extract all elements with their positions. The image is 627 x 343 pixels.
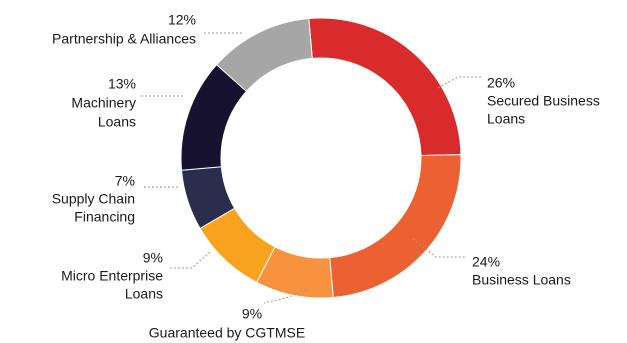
slice-category-label: Loans (487, 110, 525, 126)
slice-category-label: Loans (125, 285, 163, 301)
slice-value-label: 12% (168, 11, 196, 27)
slice-value-label: 9% (143, 249, 163, 265)
slice-category-label: Financing (74, 208, 135, 224)
slice-value-label: 9% (242, 305, 262, 321)
leader-line (412, 238, 466, 258)
slice-category-label: Partnership & Alliances (52, 30, 196, 46)
leader-line (263, 289, 308, 304)
slice-category-label: Business Loans (472, 271, 571, 287)
slice-business-loans (329, 154, 462, 299)
leader-line (437, 76, 483, 89)
slice-secured-business-loans (308, 17, 462, 157)
slice-value-label: 7% (115, 172, 135, 188)
slice-value-label: 13% (108, 75, 136, 91)
slice-value-label: 24% (472, 253, 500, 269)
slice-category-label: Micro Enterprise (61, 267, 163, 283)
slice-category-label: Supply Chain (52, 190, 135, 206)
slice-partnership-alliances (215, 17, 313, 93)
leader-line (169, 251, 211, 269)
leaders-group (140, 32, 483, 304)
slice-category-label: Loans (98, 113, 136, 129)
labels-group: 26% Secured Business Loans 24% Business Loan… (52, 11, 600, 340)
slice-category-label: Secured Business (487, 92, 600, 108)
slices-group (180, 17, 462, 299)
slice-category-label: Machinery (71, 94, 136, 110)
slice-value-label: 26% (487, 74, 515, 90)
slice-category-label: Guaranteed by CGTMSE (149, 324, 305, 340)
